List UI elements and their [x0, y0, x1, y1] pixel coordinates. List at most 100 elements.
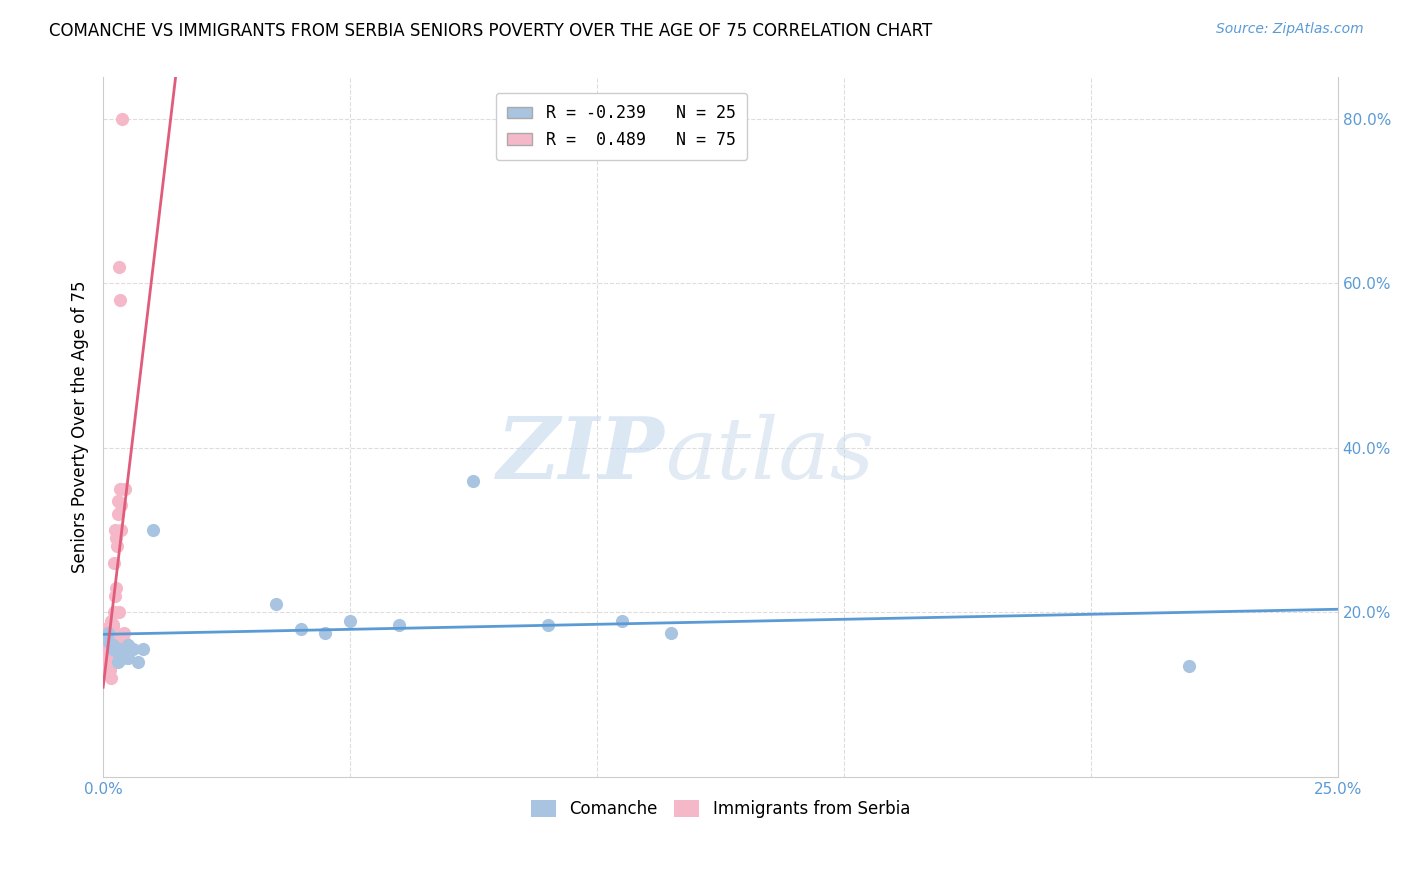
Point	[97, 630, 120, 644]
Point	[290, 622, 312, 636]
Text: COMANCHE VS IMMIGRANTS FROM SERBIA SENIORS POVERTY OVER THE AGE OF 75 CORRELATIO: COMANCHE VS IMMIGRANTS FROM SERBIA SENIO…	[49, 22, 932, 40]
Point	[339, 614, 361, 628]
Point	[104, 589, 127, 603]
Point	[112, 634, 135, 648]
Point	[97, 650, 120, 665]
Point	[107, 642, 129, 657]
Point	[105, 540, 128, 554]
Point	[463, 474, 485, 488]
Point	[103, 617, 125, 632]
Point	[121, 642, 143, 657]
Point	[94, 655, 117, 669]
Point	[264, 597, 287, 611]
Point	[104, 642, 127, 657]
Point	[107, 647, 129, 661]
Point	[108, 260, 131, 274]
Point	[96, 638, 118, 652]
Point	[101, 642, 124, 657]
Point	[98, 642, 121, 657]
Point	[111, 650, 134, 665]
Point	[111, 642, 134, 657]
Legend: Comanche, Immigrants from Serbia: Comanche, Immigrants from Serbia	[524, 793, 917, 824]
Point	[101, 617, 124, 632]
Point	[103, 605, 125, 619]
Point	[94, 650, 117, 665]
Point	[93, 642, 115, 657]
Point	[94, 638, 117, 652]
Point	[536, 617, 558, 632]
Point	[117, 650, 139, 665]
Point	[111, 642, 134, 657]
Point	[104, 531, 127, 545]
Point	[101, 642, 124, 657]
Point	[112, 625, 135, 640]
Point	[110, 523, 132, 537]
Point	[103, 556, 125, 570]
Point	[610, 614, 633, 628]
Point	[97, 655, 120, 669]
Point	[100, 655, 122, 669]
Point	[141, 523, 163, 537]
Point	[94, 642, 117, 657]
Point	[110, 482, 132, 496]
Point	[107, 642, 129, 657]
Point	[1178, 658, 1201, 673]
Point	[93, 622, 115, 636]
Point	[101, 638, 124, 652]
Point	[114, 482, 136, 496]
Point	[94, 642, 117, 657]
Point	[97, 625, 120, 640]
Point	[101, 642, 124, 657]
Point	[96, 642, 118, 657]
Point	[94, 630, 117, 644]
Point	[93, 638, 115, 652]
Point	[97, 650, 120, 665]
Point	[98, 642, 121, 657]
Point	[98, 650, 121, 665]
Point	[388, 617, 411, 632]
Point	[127, 655, 149, 669]
Point	[111, 112, 134, 126]
Point	[114, 642, 136, 657]
Point	[103, 642, 125, 657]
Point	[98, 663, 121, 677]
Point	[97, 634, 120, 648]
Point	[94, 625, 117, 640]
Point	[98, 650, 121, 665]
Point	[103, 650, 125, 665]
Point	[96, 650, 118, 665]
Point	[659, 625, 682, 640]
Point	[96, 650, 118, 665]
Point	[96, 642, 118, 657]
Point	[93, 655, 115, 669]
Point	[101, 650, 124, 665]
Y-axis label: Seniors Poverty Over the Age of 75: Seniors Poverty Over the Age of 75	[72, 281, 89, 574]
Point	[314, 625, 336, 640]
Point	[101, 638, 124, 652]
Point	[97, 642, 120, 657]
Point	[104, 642, 127, 657]
Point	[104, 625, 127, 640]
Point	[101, 655, 124, 669]
Text: ZIP: ZIP	[496, 413, 665, 497]
Point	[100, 634, 122, 648]
Point	[100, 642, 122, 657]
Point	[117, 638, 139, 652]
Text: atlas: atlas	[665, 414, 875, 497]
Point	[110, 499, 132, 513]
Point	[94, 642, 117, 657]
Point	[107, 655, 129, 669]
Point	[103, 625, 125, 640]
Point	[97, 630, 120, 644]
Point	[108, 293, 131, 307]
Text: Source: ZipAtlas.com: Source: ZipAtlas.com	[1216, 22, 1364, 37]
Point	[100, 614, 122, 628]
Point	[105, 581, 128, 595]
Point	[100, 638, 122, 652]
Point	[104, 523, 127, 537]
Point	[108, 605, 131, 619]
Point	[94, 630, 117, 644]
Point	[98, 630, 121, 644]
Point	[107, 494, 129, 508]
Point	[96, 655, 118, 669]
